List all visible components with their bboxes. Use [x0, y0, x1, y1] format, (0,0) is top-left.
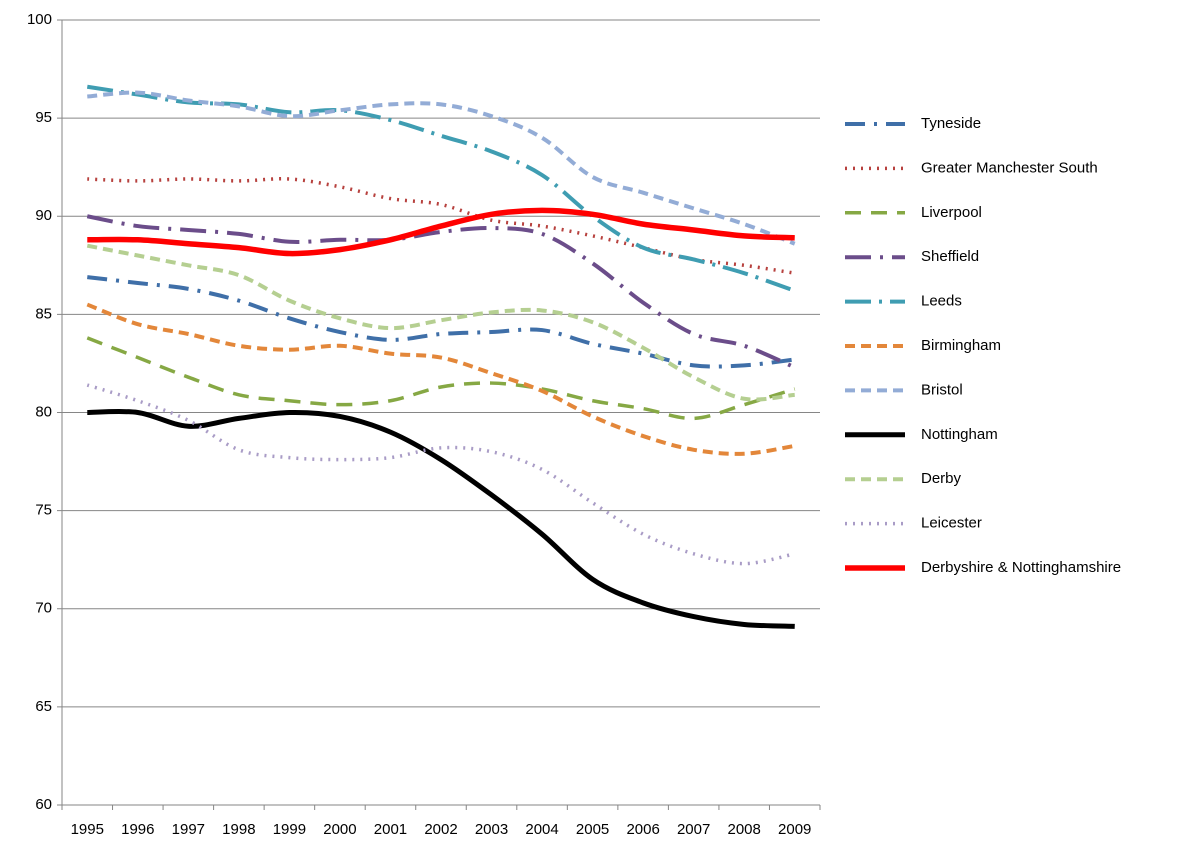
- series-line: [86, 243, 795, 402]
- x-tick-label: 2005: [576, 821, 609, 838]
- x-tick-label: 2000: [323, 821, 356, 838]
- series-line: [86, 214, 796, 370]
- y-tick-label: 85: [35, 305, 52, 322]
- series-line: [86, 383, 796, 566]
- y-tick-label: 60: [35, 796, 52, 813]
- legend-label: Sheffield: [921, 248, 979, 265]
- legend-label: Greater Manchester South: [921, 159, 1098, 176]
- x-tick-label: 1999: [273, 821, 306, 838]
- series-line: [87, 408, 795, 629]
- x-tick-label: 1997: [172, 821, 205, 838]
- y-tick-label: 100: [27, 11, 52, 28]
- y-tick-label: 80: [35, 403, 52, 420]
- x-tick-label: 2003: [475, 821, 508, 838]
- x-tick-label: 1998: [222, 821, 255, 838]
- series-line: [86, 302, 796, 456]
- y-tick-label: 75: [35, 502, 52, 519]
- series-line: [87, 177, 796, 275]
- x-tick-label: 2009: [778, 821, 811, 838]
- y-tick-label: 70: [35, 600, 52, 617]
- x-tick-label: 2004: [525, 821, 558, 838]
- legend-label: Tyneside: [921, 115, 981, 132]
- series-line: [87, 90, 796, 246]
- legend-label: Birmingham: [921, 337, 1001, 354]
- x-tick-label: 2008: [728, 821, 761, 838]
- x-tick-label: 1995: [71, 821, 104, 838]
- legend-label: Bristol: [921, 381, 963, 398]
- y-tick-label: 90: [35, 207, 52, 224]
- x-tick-label: 2006: [626, 821, 659, 838]
- x-tick-label: 1996: [121, 821, 154, 838]
- y-tick-label: 65: [35, 698, 52, 715]
- x-tick-label: 2001: [374, 821, 407, 838]
- series-line: [86, 336, 796, 421]
- legend-label: Derbyshire & Nottinghamshire: [921, 559, 1121, 576]
- legend-label: Leeds: [921, 293, 962, 310]
- series-line: [87, 275, 795, 369]
- series-line: [87, 207, 795, 257]
- series-line: [86, 84, 796, 293]
- x-tick-label: 2002: [424, 821, 457, 838]
- legend-label: Nottingham: [921, 426, 998, 443]
- legend-label: Derby: [921, 470, 962, 487]
- legend-label: Liverpool: [921, 204, 982, 221]
- legend-label: Leicester: [921, 515, 982, 532]
- x-tick-label: 2007: [677, 821, 710, 838]
- y-tick-label: 95: [35, 109, 52, 126]
